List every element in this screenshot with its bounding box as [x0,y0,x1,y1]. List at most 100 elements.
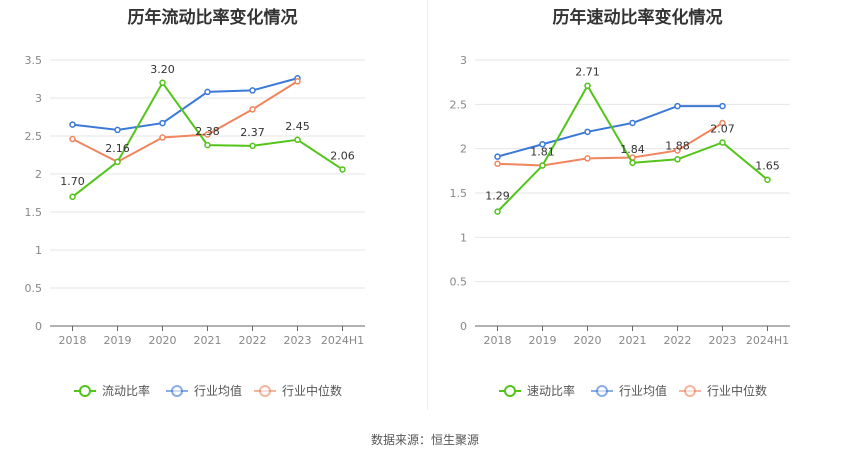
quick-ratio-series-2-point [584,155,591,162]
current-ratio-data-label: 2.37 [240,126,265,139]
current-ratio-y-tick-label: 3 [35,92,42,105]
current-ratio-legend-item-1: 行业均值 [166,383,242,398]
current-ratio-series-1-point [114,126,121,134]
quick-ratio-series-line-2 [497,122,724,167]
quick-ratio-series-line-1 [497,105,723,158]
current-ratio-data-label: 2.45 [285,120,310,133]
quick-ratio-series-0-point [629,159,636,167]
current-ratio-data-label: 2.16 [105,142,130,155]
current-ratio-x-tick-label: 2023 [284,334,312,347]
current-ratio-legend-item-0: 流动比率 [74,383,150,398]
quick-ratio-series-2-point [494,160,501,167]
current-ratio-series-1-point [69,121,76,128]
quick-ratio-x-tick-label: 2020 [574,334,602,347]
quick-ratio-data-label: 1.81 [530,146,555,159]
current-ratio-data-label: 2.38 [195,125,220,138]
current-ratio-series-0-point [204,141,211,149]
current-ratio-x-tick-label: 2024H1 [321,334,364,347]
current-ratio-legend-marker [171,385,183,397]
data-source-note: 数据来源：恒生聚源 [370,433,479,447]
quick-ratio-series-1-point [674,102,681,110]
panel-divider [427,0,428,410]
quick-ratio-series-1-point [584,128,591,136]
quick-ratio-data-label: 2.71 [575,66,600,79]
current-ratio-series-1-point [204,88,211,96]
quick-ratio-x-tick-label: 2022 [664,334,692,347]
quick-ratio-legend-marker [596,385,608,397]
current-ratio-x-tick-label: 2022 [239,334,267,347]
current-ratio-series-2-point [69,135,76,143]
quick-ratio-data-label: 1.84 [620,143,645,156]
quick-ratio-series-1-point [539,140,546,148]
current-ratio-series-line-0 [71,80,344,198]
quick-ratio-legend-label: 速动比率 [527,383,575,398]
quick-ratio-x-tick-label: 2018 [484,334,512,347]
quick-ratio-x-tick-label: 2024H1 [746,334,789,347]
quick-ratio-legend-label: 行业均值 [619,383,667,398]
current-ratio-y-tick-label: 2 [35,168,42,181]
chart-title-quick-ratio: 历年速动比率变化情况 [552,8,723,28]
current-ratio-legend-label: 行业均值 [194,383,242,398]
current-ratio-y-tick-label: 1.5 [25,206,43,219]
current-ratio-series-0-point [294,136,301,144]
current-ratio-series-2-point [204,131,211,138]
current-ratio-data-label: 3.20 [150,63,175,76]
current-ratio-legend-marker [79,385,91,397]
quick-ratio-y-tick-label: 1 [460,231,467,244]
current-ratio-data-label: 2.06 [330,149,355,162]
quick-ratio-legend-item-1: 行业均值 [591,383,667,398]
quick-ratio-legend-label: 行业中位数 [707,383,767,398]
current-ratio-y-tick-label: 3.5 [25,54,43,67]
quick-ratio-legend-item-2: 行业中位数 [679,383,767,398]
quick-ratio-series-1-point [494,153,501,160]
current-ratio-x-tick-label: 2018 [59,334,87,347]
quick-ratio-x-tick-label: 2023 [709,334,737,347]
current-ratio-y-tick-label: 2.5 [25,130,43,143]
current-ratio-y-tick-label: 1 [35,244,42,257]
quick-ratio-y-tick-label: 2.5 [450,98,468,111]
quick-ratio-series-1-point [629,119,636,127]
quick-ratio-data-label: 1.29 [485,190,510,203]
current-ratio-x-tick-label: 2021 [194,334,222,347]
current-ratio-series-1-point [249,87,256,94]
current-ratio-legend-marker [259,385,271,397]
quick-ratio-series-2-point [719,119,726,127]
current-ratio-legend-item-2: 行业中位数 [254,383,342,398]
quick-ratio-data-label: 1.65 [755,160,780,173]
current-ratio-y-tick-label: 0 [35,320,42,333]
current-ratio-series-line-2 [72,80,299,163]
quick-ratio-series-0-point [494,208,501,215]
quick-ratio-legend-item-0: 速动比率 [499,383,575,398]
quick-ratio-series-2-point [674,147,681,154]
quick-ratio-legend-marker [684,385,696,397]
quick-ratio-series-0-point [764,176,771,183]
quick-ratio-data-label: 1.88 [665,139,690,152]
current-ratio-data-label: 1.70 [60,175,85,188]
quick-ratio-y-tick-label: 3 [460,54,467,67]
quick-ratio-series-0-point [719,139,726,146]
quick-ratio-legend-marker [504,385,516,397]
current-ratio-x-tick-label: 2020 [149,334,177,347]
quick-ratio-y-tick-label: 1.5 [450,187,468,200]
quick-ratio-data-label: 2.07 [710,122,735,135]
current-ratio-series-1-point [159,119,166,127]
current-ratio-chart: 0 0.5 1 1.5 2 2.5 3 3.5 2018 2019 2020 2021 2022 2023… [25,54,365,398]
quick-ratio-series-1-point [719,102,726,110]
quick-ratio-x-tick-label: 2019 [529,334,557,347]
quick-ratio-series-0-point [584,82,591,89]
quick-ratio-series-0-point [539,162,546,169]
current-ratio-series-0-point [159,79,166,87]
current-ratio-legend-label: 流动比率 [102,383,150,398]
quick-ratio-y-tick-label: 0.5 [450,276,468,289]
current-ratio-series-0-point [114,158,121,166]
quick-ratio-x-tick-label: 2021 [619,334,647,347]
current-ratio-y-tick-label: 0.5 [25,282,43,295]
current-ratio-series-2-point [294,78,301,85]
current-ratio-series-0-point [69,193,76,201]
current-ratio-series-line-1 [72,77,298,131]
current-ratio-series-2-point [159,134,166,141]
current-ratio-series-0-point [339,166,346,173]
current-ratio-x-tick-label: 2019 [104,334,132,347]
quick-ratio-y-tick-label: 2 [460,143,467,156]
chart-title-current-ratio: 历年流动比率变化情况 [127,8,298,28]
